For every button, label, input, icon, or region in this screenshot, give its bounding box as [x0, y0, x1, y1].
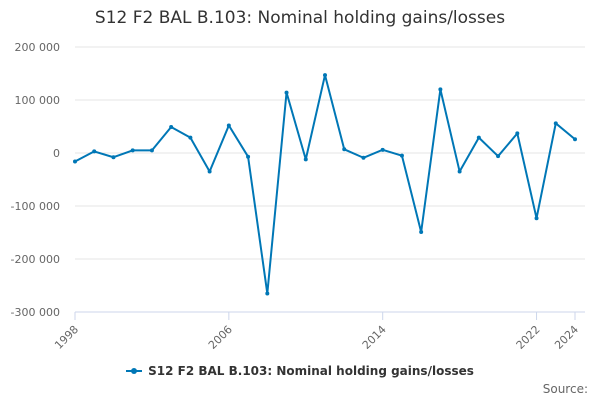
x-tick-label: 1998: [52, 323, 81, 352]
data-point[interactable]: [553, 121, 558, 126]
data-point[interactable]: [149, 148, 154, 153]
data-point[interactable]: [457, 169, 462, 174]
data-point[interactable]: [496, 154, 501, 159]
data-point[interactable]: [361, 155, 366, 160]
legend-swatch-icon: [126, 366, 143, 376]
data-point[interactable]: [515, 131, 520, 136]
data-point[interactable]: [265, 291, 270, 296]
data-point[interactable]: [323, 73, 327, 78]
series-line[interactable]: [74, 74, 576, 295]
data-point[interactable]: [399, 153, 404, 158]
x-tick-label: 2022: [514, 323, 543, 352]
data-point[interactable]: [419, 229, 424, 234]
data-point[interactable]: [438, 87, 443, 92]
data-point[interactable]: [111, 155, 116, 160]
y-tick-label: 0: [53, 147, 60, 160]
x-tick-label: 2014: [360, 323, 389, 352]
y-tick-label: -200 000: [11, 253, 60, 266]
x-axis: 1998 2006 2014 2022 2024: [52, 311, 585, 352]
x-tick-label: 2024: [552, 323, 581, 352]
data-point[interactable]: [380, 147, 385, 152]
grid-lines: [75, 46, 585, 313]
y-axis: 200 000 100 000 0 -100 000 -200 000 -300 000: [11, 41, 60, 319]
legend[interactable]: S12 F2 BAL B.103: Nominal holding gains/…: [0, 364, 600, 379]
source-label: Source:: [542, 382, 588, 396]
data-point[interactable]: [226, 123, 231, 128]
data-point[interactable]: [476, 135, 481, 140]
y-tick-label: -300 000: [11, 306, 60, 319]
data-point[interactable]: [284, 90, 289, 95]
data-point[interactable]: [188, 135, 193, 140]
data-point[interactable]: [573, 137, 577, 142]
x-tick-label: 2006: [206, 323, 235, 352]
data-point[interactable]: [130, 148, 135, 153]
y-tick-label: 100 000: [15, 94, 61, 107]
data-point[interactable]: [92, 149, 97, 154]
data-point[interactable]: [207, 169, 212, 174]
series-layer: [73, 73, 577, 296]
chart-title: S12 F2 BAL B.103: Nominal holding gains/…: [94, 8, 506, 28]
y-tick-label: 200 000: [15, 41, 61, 54]
data-point[interactable]: [534, 216, 539, 221]
legend-label: S12 F2 BAL B.103: Nominal holding gains/…: [148, 364, 474, 378]
data-point[interactable]: [342, 147, 347, 152]
data-point[interactable]: [303, 157, 308, 162]
data-point[interactable]: [169, 125, 174, 130]
y-tick-label: -100 000: [11, 200, 60, 213]
legend-item[interactable]: S12 F2 BAL B.103: Nominal holding gains/…: [126, 364, 474, 378]
data-point[interactable]: [73, 159, 77, 164]
data-point[interactable]: [246, 154, 251, 159]
